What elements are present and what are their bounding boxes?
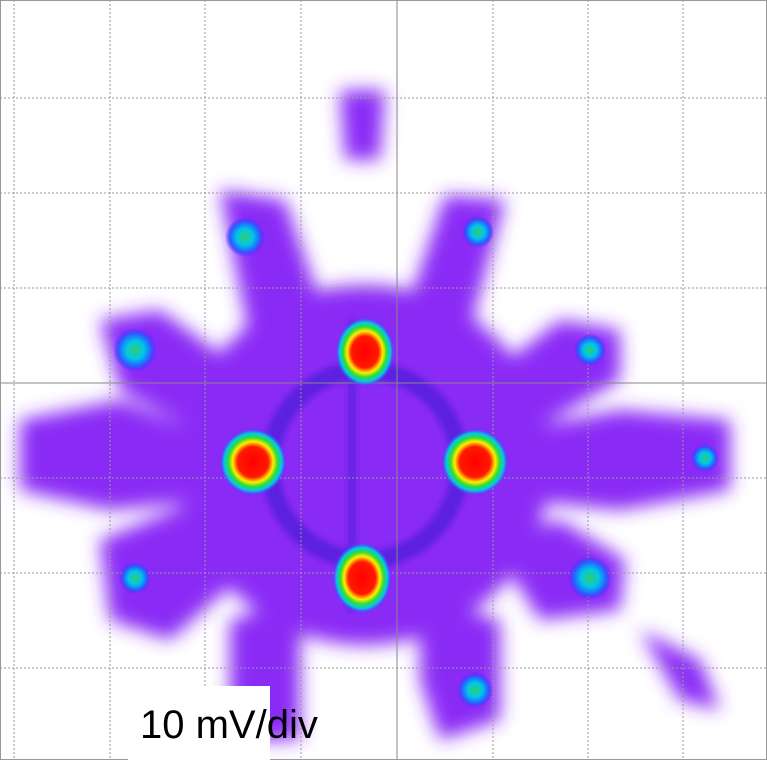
scale-label: 10 mV/div (140, 703, 318, 747)
scope-display: 10 mV/div (0, 0, 767, 760)
constellation-view: 10 mV/div (0, 0, 767, 760)
